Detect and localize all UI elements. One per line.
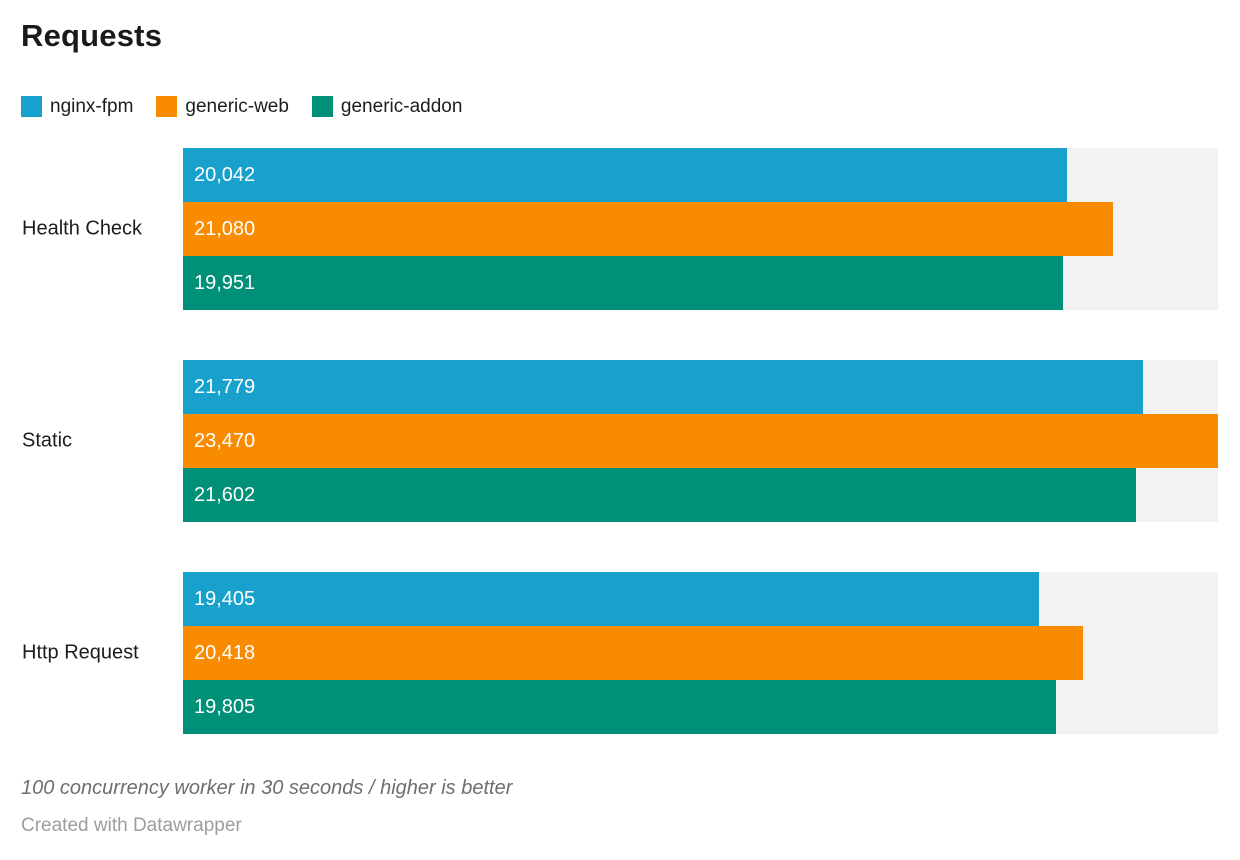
bar-value-label: 21,080 <box>194 217 256 240</box>
legend: nginx-fpm generic-web generic-addon <box>21 96 462 117</box>
bar-generic-web: 23,470 <box>183 414 1218 468</box>
bar-track: 19,805 <box>183 680 1218 734</box>
category-group: Http Request 19,405 20,418 19,805 <box>0 572 1240 734</box>
bar-nginx-fpm: 20,042 <box>183 148 1067 202</box>
chart-note: 100 concurrency worker in 30 seconds / h… <box>21 777 513 799</box>
bar-rows: 20,042 21,080 19,951 <box>183 148 1218 310</box>
bar-generic-addon: 19,951 <box>183 256 1063 310</box>
bar-value-label: 21,602 <box>194 483 256 506</box>
bar-rows: 19,405 20,418 19,805 <box>183 572 1218 734</box>
bar-track: 19,405 <box>183 572 1218 626</box>
category-label: Static <box>22 429 73 452</box>
datawrapper-attribution-link[interactable]: Created with Datawrapper <box>21 815 242 836</box>
bar-track: 23,470 <box>183 414 1218 468</box>
bar-chart: Health Check 20,042 21,080 19,951 Static 21,7… <box>0 148 1240 734</box>
bar-generic-web: 21,080 <box>183 202 1113 256</box>
bar-nginx-fpm: 19,405 <box>183 572 1039 626</box>
bar-value-label: 20,418 <box>194 641 256 664</box>
bar-rows: 21,779 23,470 21,602 <box>183 360 1218 522</box>
bar-value-label: 23,470 <box>194 429 256 452</box>
bar-track: 19,951 <box>183 256 1218 310</box>
bar-value-label: 20,042 <box>194 163 256 186</box>
bar-nginx-fpm: 21,779 <box>183 360 1144 414</box>
category-label: Http Request <box>22 641 139 664</box>
legend-item-generic-web: generic-web <box>156 96 289 117</box>
bar-track: 21,602 <box>183 468 1218 522</box>
legend-swatch-icon <box>21 96 42 117</box>
bar-generic-addon: 21,602 <box>183 468 1136 522</box>
bar-value-label: 21,779 <box>194 375 256 398</box>
category-group: Static 21,779 23,470 21,602 <box>0 360 1240 522</box>
bar-generic-addon: 19,805 <box>183 680 1057 734</box>
bar-track: 20,418 <box>183 626 1218 680</box>
legend-item-nginx-fpm: nginx-fpm <box>21 96 133 117</box>
bar-value-label: 19,405 <box>194 587 256 610</box>
bar-track: 21,080 <box>183 202 1218 256</box>
legend-label: generic-addon <box>340 96 463 117</box>
bar-generic-web: 20,418 <box>183 626 1084 680</box>
legend-label: generic-web <box>185 96 289 117</box>
category-label: Health Check <box>22 217 143 240</box>
category-group: Health Check 20,042 21,080 19,951 <box>0 148 1240 310</box>
legend-label: nginx-fpm <box>50 96 134 117</box>
legend-swatch-icon <box>311 96 333 117</box>
chart-title: Requests <box>21 18 163 53</box>
legend-swatch-icon <box>156 96 178 117</box>
bar-value-label: 19,805 <box>194 695 256 718</box>
bar-track: 20,042 <box>183 148 1218 202</box>
bar-track: 21,779 <box>183 360 1218 414</box>
legend-item-generic-addon: generic-addon <box>311 96 463 117</box>
bar-value-label: 19,951 <box>194 271 256 294</box>
